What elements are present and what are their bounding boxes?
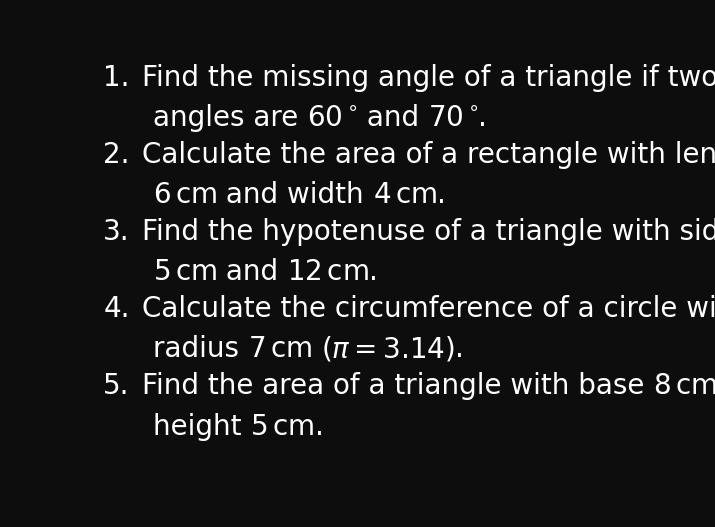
Text: .: . [478,104,487,132]
Text: $12\,\mathrm{cm}$: $12\,\mathrm{cm}$ [287,258,369,286]
Text: height: height [153,413,250,441]
Text: Find the hypotenuse of a triangle with sides: Find the hypotenuse of a triangle with s… [142,218,715,246]
Text: 3.: 3. [103,218,130,246]
Text: 2.: 2. [103,141,129,169]
Text: $70^\circ$: $70^\circ$ [428,104,478,132]
Text: Calculate the circumference of a circle with: Calculate the circumference of a circle … [142,295,715,323]
Text: .: . [455,336,463,364]
Text: $5\,\mathrm{cm}$: $5\,\mathrm{cm}$ [153,258,217,286]
Text: $(\pi = 3.14)$: $(\pi = 3.14)$ [321,335,455,364]
Text: $4\,\mathrm{cm}$: $4\,\mathrm{cm}$ [373,181,437,209]
Text: Calculate the area of a rectangle with length: Calculate the area of a rectangle with l… [142,141,715,169]
Text: and width: and width [217,181,373,209]
Text: 5.: 5. [103,372,129,400]
Text: $8\,\mathrm{cm}$: $8\,\mathrm{cm}$ [654,372,715,400]
Text: and: and [358,104,428,132]
Text: $5\,\mathrm{cm}$: $5\,\mathrm{cm}$ [250,413,315,441]
Text: Find the missing angle of a triangle if two: Find the missing angle of a triangle if … [142,64,715,92]
Text: .: . [315,413,323,441]
Text: .: . [369,258,378,286]
Text: angles are: angles are [153,104,307,132]
Text: and: and [217,258,287,286]
Text: $60^\circ$: $60^\circ$ [307,104,358,132]
Text: 4.: 4. [103,295,129,323]
Text: radius: radius [153,336,248,364]
Text: 1.: 1. [103,64,129,92]
Text: .: . [437,181,446,209]
Text: $7\,\mathrm{cm}$: $7\,\mathrm{cm}$ [248,336,312,364]
Text: Find the area of a triangle with base: Find the area of a triangle with base [142,372,654,400]
Text: $6\,\mathrm{cm}$: $6\,\mathrm{cm}$ [153,181,217,209]
